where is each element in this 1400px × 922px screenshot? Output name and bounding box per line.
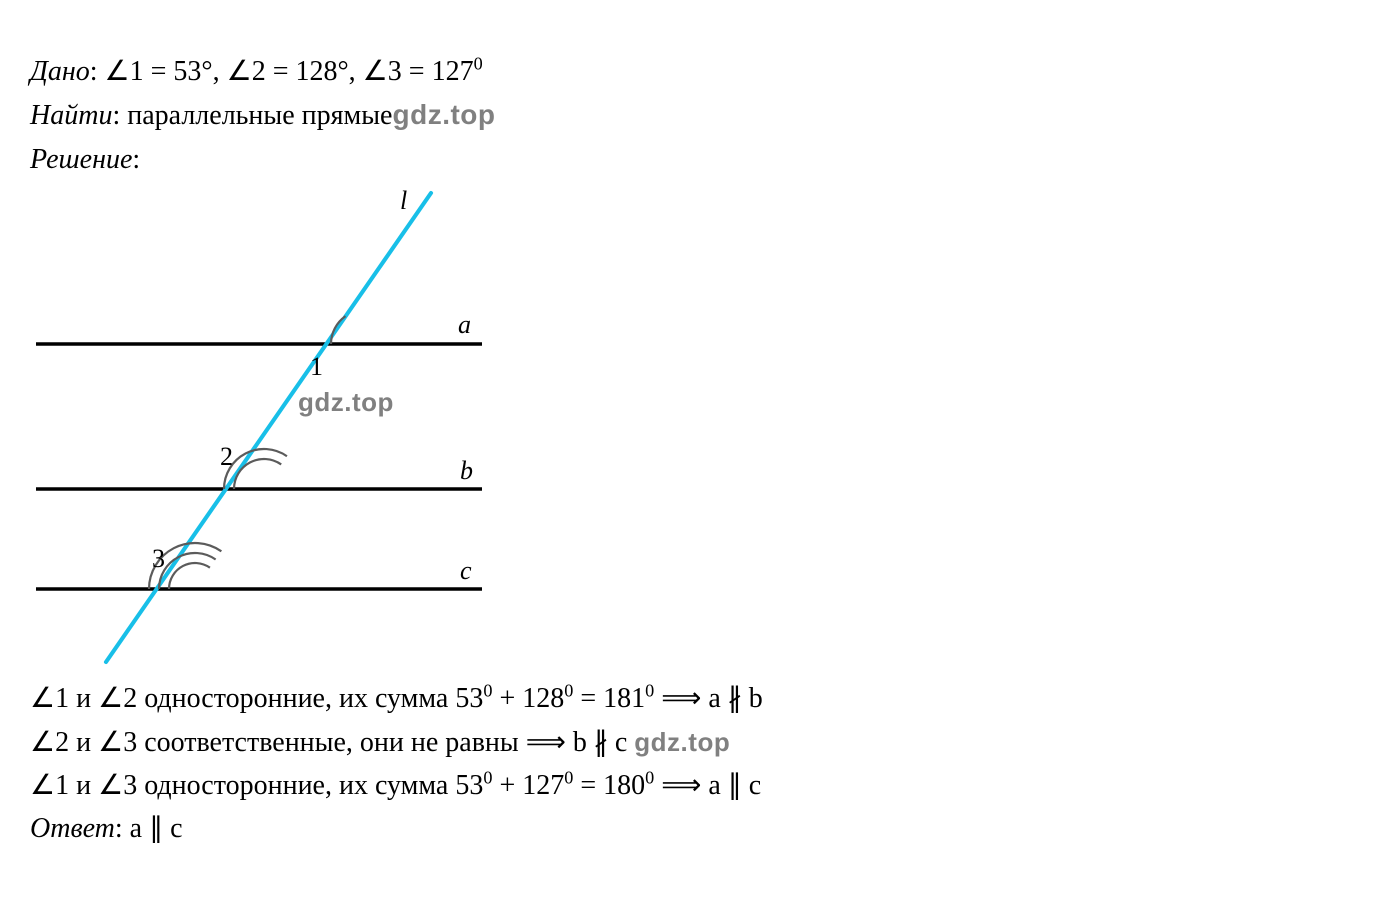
work-line-3: ∠1 и ∠3 односторонние, их сумма 530 + 12… (30, 764, 1370, 807)
given-statement: ∠1 = 53°, ∠2 = 128°, ∠3 = 127 (105, 56, 474, 87)
find-label: Найти (30, 100, 112, 131)
svg-text:l: l (400, 189, 407, 215)
svg-text:3: 3 (152, 544, 165, 573)
watermark-1: gdz.top (392, 99, 495, 130)
svg-text:b: b (460, 456, 473, 485)
find-statement: параллельные прямые (127, 100, 392, 131)
watermark-3: gdz.top (634, 727, 730, 757)
solution-label: Решение (30, 144, 132, 175)
deg-sup: 0 (474, 54, 483, 74)
svg-text:2: 2 (220, 442, 233, 471)
svg-text:c: c (460, 556, 472, 585)
svg-text:1: 1 (310, 352, 323, 381)
svg-text:a: a (458, 310, 471, 339)
watermark-2: gdz.top (298, 387, 394, 418)
answer-statement: a ∥ c (130, 813, 183, 844)
given-label: Дано (30, 56, 90, 87)
work-line-1: ∠1 и ∠2 односторонние, их сумма 530 + 12… (30, 677, 1370, 720)
work-line-2: ∠2 и ∠3 соответственные, они не равны ⟹ … (30, 721, 1370, 764)
geometry-diagram: a b c l 1 2 3 gdz.top (30, 189, 505, 669)
answer-label: Ответ (30, 813, 115, 844)
